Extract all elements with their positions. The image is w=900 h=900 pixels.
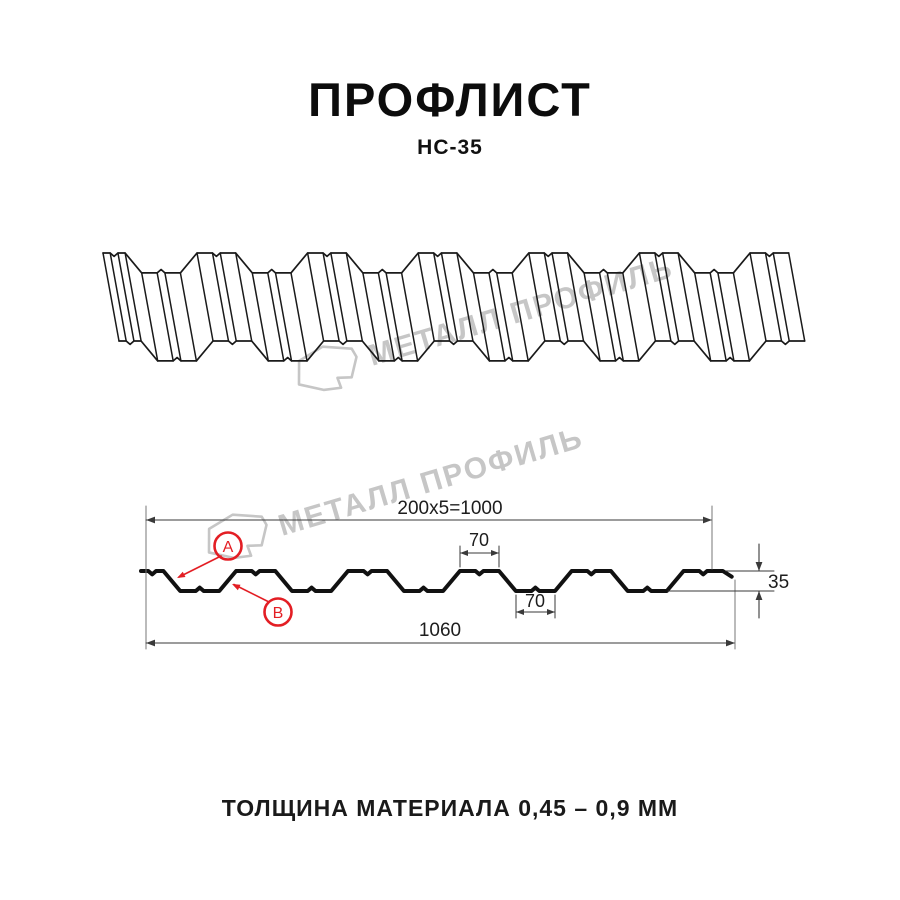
page-title: ПРОФЛИСТ <box>308 73 592 126</box>
material-thickness-note: ТОЛЩИНА МАТЕРИАЛА 0,45 – 0,9 ММ <box>221 795 679 821</box>
watermark-text: МЕТАЛЛ ПРОФИЛЬ <box>275 421 588 542</box>
watermark-bottom: МЕТАЛЛ ПРОФИЛЬ <box>207 421 588 560</box>
metall-profil-logo-icon <box>207 513 268 560</box>
dimension-lines <box>145 505 775 650</box>
callout-a-label: A <box>223 539 234 556</box>
profile-3d-view <box>102 252 806 362</box>
profile-model-subtitle: НС-35 <box>417 136 483 159</box>
dim-total-width: 1060 <box>419 620 461 641</box>
dim-top-width: 200x5=1000 <box>397 498 502 519</box>
profile-cross-section <box>139 569 734 593</box>
dim-crest-width: 70 <box>469 530 489 550</box>
dim-profile-height: 35 <box>768 572 789 593</box>
callout-b-label: B <box>273 605 284 622</box>
dimension-labels: 200x5=1000 70 70 35 1060 <box>397 498 789 641</box>
callout-annotations: AB <box>177 531 293 627</box>
dim-valley-width: 70 <box>525 591 545 611</box>
metall-profil-logo-icon <box>297 345 358 392</box>
